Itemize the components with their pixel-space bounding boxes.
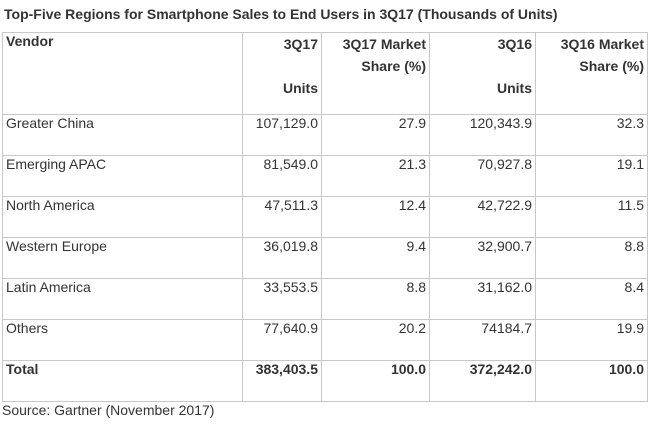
region-cell: North America: [2, 196, 243, 238]
units-3q16-cell: 42,722.9: [429, 196, 536, 238]
header-3q16-units-line1: 3Q16: [497, 36, 532, 52]
table-title: Top-Five Regions for Smartphone Sales to…: [4, 6, 558, 22]
share-3q16-cell: 32.3: [535, 114, 648, 156]
units-3q16-cell: 120,343.9: [429, 114, 536, 156]
units-3q17-cell: 33,553.5: [242, 278, 322, 320]
region-cell: Others: [2, 319, 243, 361]
sales-table: Vendor 3Q17 Units 3Q17 Market Share (%) …: [2, 32, 648, 402]
header-3q16-units: 3Q16 Units: [429, 32, 536, 115]
units-3q17-cell: 81,549.0: [242, 155, 322, 197]
total-units-3q16-cell: 372,242.0: [429, 360, 536, 402]
share-3q17-cell: 27.9: [321, 114, 430, 156]
header-3q17-units-spacer: [246, 55, 318, 77]
source-note: Source: Gartner (November 2017): [2, 402, 215, 418]
table-row: North America 47,511.3 12.4 42,722.9 11.…: [2, 196, 648, 238]
total-share-3q17-cell: 100.0: [321, 360, 430, 402]
header-3q17-units-line2: Units: [283, 80, 318, 96]
units-3q16-cell: 74184.7: [429, 319, 536, 361]
region-cell: Greater China: [2, 114, 243, 156]
share-3q16-cell: 11.5: [535, 196, 648, 238]
header-3q17-share-line2: Share (%): [361, 58, 426, 74]
total-row: Total 383,403.5 100.0 372,242.0 100.0: [2, 360, 648, 402]
units-3q17-cell: 77,640.9: [242, 319, 322, 361]
share-3q16-cell: 19.1: [535, 155, 648, 197]
share-3q17-cell: 9.4: [321, 237, 430, 279]
table-row: Western Europe 36,019.8 9.4 32,900.7 8.8: [2, 237, 648, 279]
units-3q16-cell: 70,927.8: [429, 155, 536, 197]
total-units-3q17-cell: 383,403.5: [242, 360, 322, 402]
share-3q16-cell: 8.8: [535, 237, 648, 279]
table-row: Emerging APAC 81,549.0 21.3 70,927.8 19.…: [2, 155, 648, 197]
share-3q16-cell: 8.4: [535, 278, 648, 320]
header-3q16-share-line1: 3Q16 Market: [560, 36, 644, 52]
units-3q17-cell: 107,129.0: [242, 114, 322, 156]
units-3q17-cell: 36,019.8: [242, 237, 322, 279]
units-3q16-cell: 32,900.7: [429, 237, 536, 279]
units-3q16-cell: 31,162.0: [429, 278, 536, 320]
share-3q17-cell: 12.4: [321, 196, 430, 238]
share-3q17-cell: 21.3: [321, 155, 430, 197]
total-label-cell: Total: [2, 360, 243, 402]
header-3q17-share: 3Q17 Market Share (%): [321, 32, 430, 115]
units-3q17-cell: 47,511.3: [242, 196, 322, 238]
header-3q16-units-spacer: [433, 55, 532, 77]
header-3q17-share-line1: 3Q17 Market: [342, 36, 426, 52]
header-3q17-units: 3Q17 Units: [242, 32, 322, 115]
table-row: Greater China 107,129.0 27.9 120,343.9 3…: [2, 114, 648, 156]
region-cell: Latin America: [2, 278, 243, 320]
header-3q16-share-line2: Share (%): [579, 58, 644, 74]
table-row: Latin America 33,553.5 8.8 31,162.0 8.4: [2, 278, 648, 320]
header-3q16-units-line2: Units: [497, 80, 532, 96]
region-cell: Western Europe: [2, 237, 243, 279]
share-3q16-cell: 19.9: [535, 319, 648, 361]
table-header-row: Vendor 3Q17 Units 3Q17 Market Share (%) …: [2, 32, 648, 115]
header-3q17-units-line1: 3Q17: [283, 36, 318, 52]
total-share-3q16-cell: 100.0: [535, 360, 648, 402]
header-vendor: Vendor: [2, 32, 243, 115]
table-row: Others 77,640.9 20.2 74184.7 19.9: [2, 319, 648, 361]
share-3q17-cell: 8.8: [321, 278, 430, 320]
header-3q16-share: 3Q16 Market Share (%): [535, 32, 648, 115]
share-3q17-cell: 20.2: [321, 319, 430, 361]
region-cell: Emerging APAC: [2, 155, 243, 197]
